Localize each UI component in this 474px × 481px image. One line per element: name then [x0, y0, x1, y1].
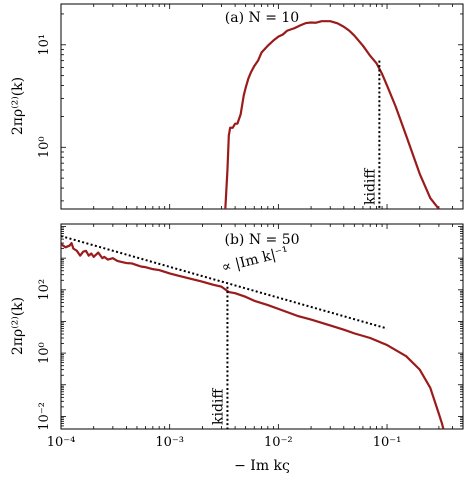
panel-a: (a) N = 10 2πρ⁽²⁾(k) 10⁰ 10¹ kidiff	[10, 3, 464, 210]
x-tick-label: 10⁻³	[155, 435, 184, 450]
y-tick-label: 10⁰	[37, 342, 52, 364]
panel-b-marks: ∝ |Im k|⁻¹ kidiff	[61, 235, 445, 429]
panel-a-ticks: 10⁰ 10¹	[37, 4, 464, 209]
panel-b-title: (b) N = 50	[224, 232, 299, 248]
panel-a-frame	[60, 3, 464, 210]
reference-line	[61, 235, 388, 330]
panel-b-xlabel: − Im kς	[234, 458, 290, 474]
x-tick-label: 10⁻²	[264, 435, 293, 450]
panel-a-title: (a) N = 10	[225, 10, 299, 26]
reference-line-label: ∝ |Im k|⁻¹	[220, 244, 290, 276]
series-line	[61, 241, 445, 429]
x-tick-label: 10⁻¹	[373, 435, 402, 450]
x-tick-label: 10⁻⁴	[47, 435, 76, 450]
y-tick-label: 10⁰	[37, 136, 52, 158]
kidiff-marker-label: kidiff	[362, 168, 378, 205]
kidiff-marker-label: kidiff	[210, 388, 226, 425]
series-line	[224, 20, 440, 209]
panel-a-marks: kidiff	[224, 20, 440, 209]
panel-b-ticks: 10⁻² 10⁰ 10² 10⁻⁴ 10⁻³ 10⁻² 10⁻¹	[37, 224, 464, 450]
panel-b: (b) N = 50 2πρ⁽²⁾(k) − Im kς 10⁻²10⁰10²1…	[10, 223, 464, 474]
y-tick-label: 10²	[37, 279, 52, 301]
y-tick-label: 10¹	[37, 34, 52, 56]
panel-a-ylabel: 2πρ⁽²⁾(k)	[10, 77, 26, 135]
y-tick-label: 10⁻²	[37, 402, 52, 431]
panel-b-ylabel: 2πρ⁽²⁾(k)	[10, 297, 26, 355]
